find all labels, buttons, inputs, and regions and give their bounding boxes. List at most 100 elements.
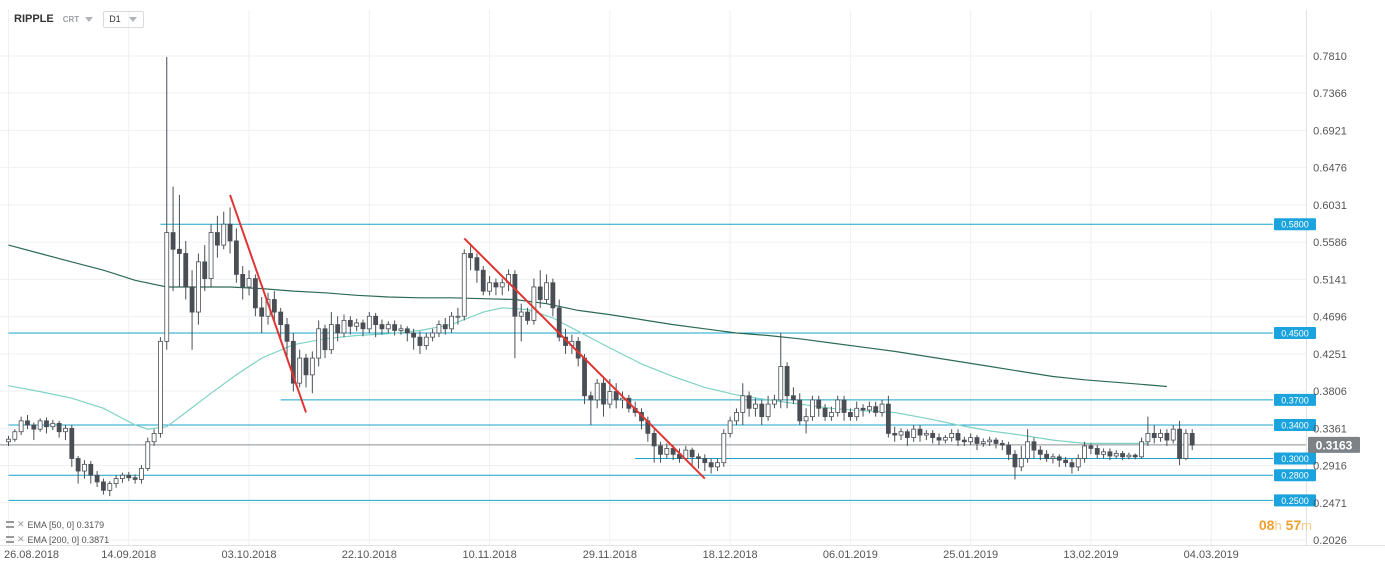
candle bbox=[474, 257, 480, 271]
candle bbox=[829, 412, 834, 418]
candle bbox=[1177, 428, 1182, 459]
candle bbox=[968, 437, 974, 443]
candle bbox=[715, 462, 720, 468]
candle bbox=[879, 403, 885, 413]
y-tick-label: 0.7366 bbox=[1313, 88, 1347, 100]
candle bbox=[94, 474, 100, 483]
candle bbox=[721, 432, 727, 464]
candle bbox=[392, 324, 398, 331]
candle bbox=[601, 382, 606, 405]
candle bbox=[151, 432, 157, 443]
candle bbox=[354, 322, 360, 327]
candle bbox=[1050, 456, 1056, 459]
candle bbox=[132, 477, 138, 480]
candle bbox=[860, 407, 866, 411]
level-badge bbox=[1274, 452, 1316, 465]
candle bbox=[63, 427, 68, 433]
candle bbox=[1164, 432, 1170, 441]
candle bbox=[974, 437, 980, 444]
symbol-name: RIPPLE bbox=[14, 13, 54, 25]
candle bbox=[480, 269, 486, 292]
candle bbox=[746, 395, 752, 409]
candle bbox=[702, 458, 708, 464]
candle bbox=[531, 286, 537, 321]
candle bbox=[139, 468, 144, 480]
candle bbox=[259, 307, 265, 317]
candle bbox=[885, 403, 891, 434]
candle bbox=[208, 232, 214, 279]
settings-lines-icon[interactable] bbox=[6, 536, 14, 543]
candle bbox=[107, 483, 113, 491]
candle bbox=[847, 412, 853, 418]
close-icon[interactable]: ✕ bbox=[17, 519, 25, 529]
candle bbox=[69, 427, 75, 459]
settings-lines-icon[interactable] bbox=[6, 521, 14, 528]
candle bbox=[56, 422, 62, 433]
candle bbox=[252, 278, 258, 309]
candle bbox=[696, 456, 701, 459]
candle bbox=[290, 340, 296, 384]
candle bbox=[917, 428, 923, 436]
level-badge bbox=[1274, 218, 1316, 231]
candle bbox=[1151, 432, 1157, 438]
candle bbox=[145, 441, 151, 469]
candle bbox=[417, 336, 423, 346]
candle bbox=[904, 431, 910, 438]
candle bbox=[866, 406, 872, 411]
close-icon[interactable]: ✕ bbox=[17, 534, 25, 544]
candle bbox=[385, 324, 391, 330]
x-tick-label: 14.09.2018 bbox=[101, 549, 156, 561]
y-tick-label: 0.3806 bbox=[1313, 386, 1347, 398]
candle bbox=[512, 274, 518, 317]
candle bbox=[278, 311, 284, 326]
candle bbox=[195, 261, 201, 313]
candle bbox=[835, 399, 841, 413]
candle bbox=[544, 282, 549, 300]
candle bbox=[360, 322, 366, 330]
candle bbox=[44, 420, 49, 428]
x-tick-label: 29.11.2018 bbox=[583, 549, 637, 561]
candle bbox=[31, 424, 37, 430]
x-tick-label: 26.08.2018 bbox=[4, 549, 59, 561]
candle bbox=[980, 441, 986, 444]
candle bbox=[708, 462, 714, 468]
timeframe-select[interactable]: D1 bbox=[103, 10, 144, 28]
candle bbox=[411, 332, 417, 338]
ema50-legend[interactable]: ✕ EMA [50, 0] 0.3179 bbox=[6, 519, 104, 530]
candle bbox=[126, 474, 132, 479]
candle bbox=[309, 357, 315, 376]
candle bbox=[398, 328, 404, 331]
candle bbox=[841, 399, 847, 413]
candle bbox=[987, 439, 993, 443]
candle bbox=[82, 463, 87, 472]
candle bbox=[88, 463, 94, 476]
y-tick-label: 0.6476 bbox=[1313, 163, 1347, 175]
candle bbox=[936, 437, 942, 441]
candle bbox=[993, 439, 999, 444]
candle bbox=[499, 282, 505, 288]
candle bbox=[525, 311, 530, 321]
level-label: 0.3000 bbox=[1281, 454, 1309, 464]
ema200-legend[interactable]: ✕ EMA [200, 0] 0.3871 bbox=[6, 534, 109, 545]
level-badge bbox=[1274, 469, 1316, 482]
candle bbox=[594, 382, 600, 401]
y-tick-label: 0.2026 bbox=[1313, 535, 1347, 547]
candle bbox=[911, 428, 917, 438]
source-label: CRT bbox=[62, 14, 80, 24]
timeframe-chevron-down-icon bbox=[128, 16, 137, 22]
source-chevron-down-icon[interactable] bbox=[85, 16, 94, 22]
candle bbox=[1158, 432, 1163, 438]
candle bbox=[436, 324, 442, 334]
trendline bbox=[229, 194, 307, 413]
candle bbox=[240, 274, 246, 288]
candle bbox=[164, 232, 170, 342]
candle bbox=[999, 443, 1005, 446]
candle bbox=[892, 432, 898, 436]
candle bbox=[772, 399, 777, 405]
candle bbox=[246, 278, 252, 288]
candle bbox=[233, 240, 239, 275]
candle bbox=[468, 253, 473, 259]
timer-m-unit: m bbox=[1301, 518, 1312, 533]
candle bbox=[6, 438, 11, 443]
